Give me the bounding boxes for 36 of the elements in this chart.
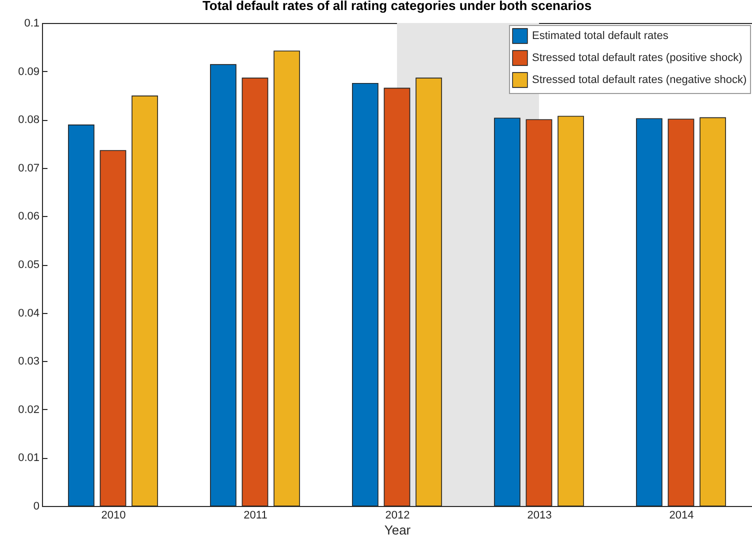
- x-tick-label: 2012: [385, 510, 410, 522]
- bar: [526, 119, 552, 506]
- y-tick-label: 0.07: [18, 162, 40, 174]
- chart-title: Total default rates of all rating categories under both scenarios: [202, 0, 592, 13]
- x-tick-label: 2011: [244, 510, 268, 522]
- bar: [68, 124, 94, 506]
- y-tick-label: 0.09: [18, 66, 40, 78]
- bar: [700, 117, 726, 506]
- y-tick-label: 0.04: [18, 307, 40, 320]
- bar: [668, 118, 694, 506]
- y-tick-label: 0.02: [18, 404, 40, 416]
- x-tick-label: 2014: [669, 510, 694, 522]
- y-tick-label: 0.05: [18, 259, 40, 271]
- y-tick-label: 0.03: [18, 356, 40, 368]
- bar: [352, 82, 378, 506]
- y-tick-label: 0: [33, 500, 40, 512]
- bar: [210, 64, 236, 506]
- bar: [242, 78, 268, 506]
- bar: [132, 96, 158, 506]
- x-tick-label: 2013: [527, 510, 552, 522]
- bar: [494, 118, 520, 506]
- bar: [100, 150, 126, 506]
- x-tick-label: 2010: [101, 510, 126, 522]
- y-tick-label: 0.06: [18, 210, 40, 223]
- legend-label: Estimated total default rates: [532, 30, 669, 42]
- bar: [384, 88, 410, 506]
- y-tick-label: 0.08: [18, 114, 40, 126]
- bar: [416, 78, 442, 506]
- legend-label: Stressed total default rates (negative shock): [532, 74, 747, 86]
- bar: [636, 118, 662, 506]
- y-tick-label: 0.01: [18, 452, 40, 464]
- bar: [558, 116, 584, 506]
- legend-label: Stressed total default rates (positive shock): [532, 52, 742, 64]
- x-axis-title: Year: [384, 522, 412, 538]
- bar: [274, 50, 300, 506]
- y-tick-label: 0.1: [24, 18, 40, 30]
